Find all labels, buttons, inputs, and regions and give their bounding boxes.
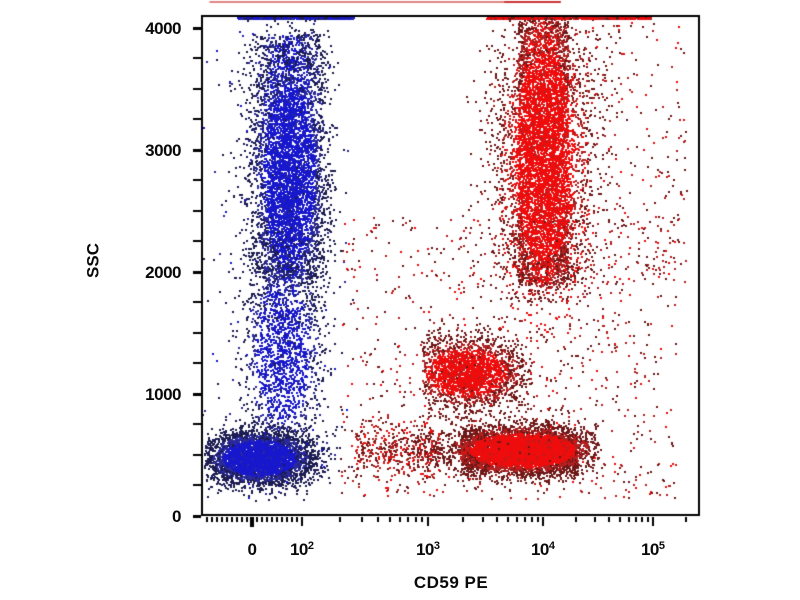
y-tick-label-1000: 1000 [145, 384, 181, 404]
x-tick-base: 10 [415, 540, 434, 559]
y-tick-label-4000: 4000 [145, 18, 181, 38]
y-axis-title: SSC [83, 243, 103, 278]
y-tick-label-2000: 2000 [145, 262, 181, 282]
x-tick-label-1e3: 103 [416, 541, 440, 558]
x-tick-label-1e4: 104 [531, 541, 555, 558]
y-tick-label-3000: 3000 [145, 140, 181, 160]
x-tick-label-1e2: 102 [290, 541, 314, 558]
x-tick-label-0: 0 [248, 541, 257, 558]
x-tick-base: 10 [530, 540, 549, 559]
x-tick-base: 10 [289, 540, 308, 559]
x-tick-exponent: 5 [658, 540, 666, 553]
x-tick-exponent: 3 [433, 540, 441, 553]
x-axis-title: CD59 PE [413, 573, 489, 592]
x-tick-exponent: 4 [548, 540, 556, 553]
y-tick-label-0: 0 [172, 507, 181, 526]
x-tick-base: 0 [247, 540, 257, 559]
x-tick-base: 10 [640, 540, 659, 559]
x-tick-label-1e5: 105 [641, 541, 665, 558]
x-tick-exponent: 2 [307, 540, 315, 553]
